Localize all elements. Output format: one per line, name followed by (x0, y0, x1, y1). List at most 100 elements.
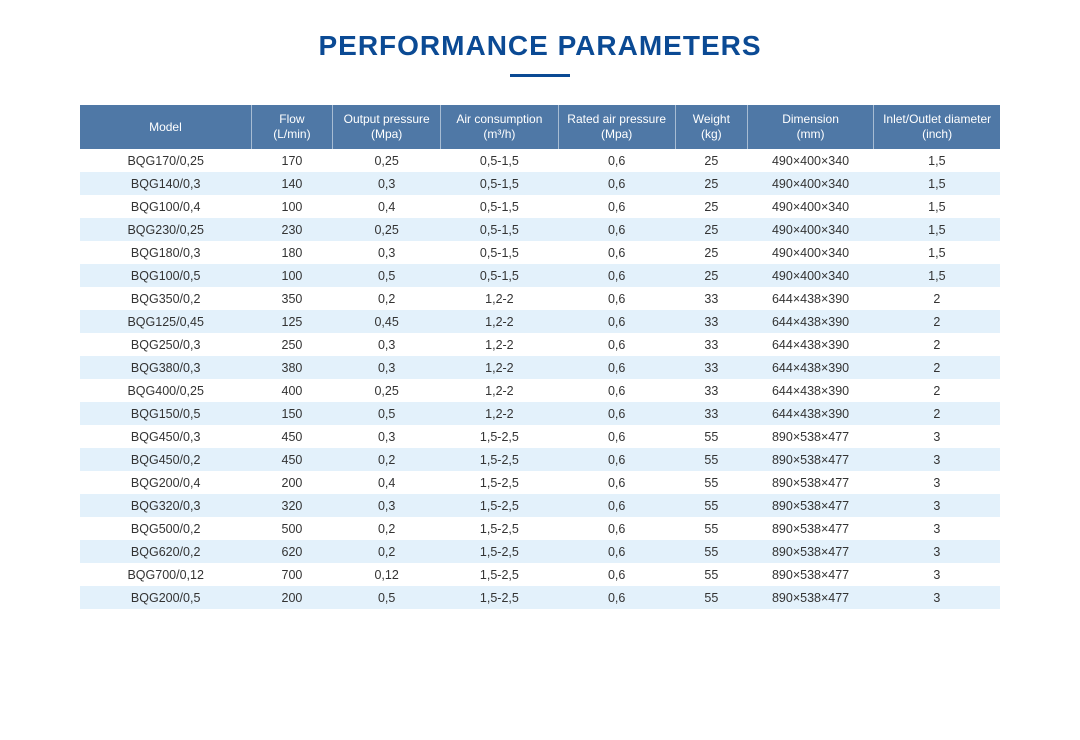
table-cell: 2 (874, 379, 1000, 402)
table-cell: 1,5 (874, 241, 1000, 264)
table-row: BQG250/0,32500,31,2-20,633644×438×3902 (80, 333, 1000, 356)
table-cell: 1,2-2 (441, 356, 558, 379)
table-cell: 644×438×390 (747, 379, 873, 402)
col-label: Flow (279, 112, 304, 126)
table-cell: 0,5-1,5 (441, 195, 558, 218)
table-cell: 55 (675, 425, 747, 448)
table-cell: BQG200/0,5 (80, 586, 251, 609)
table-cell: BQG450/0,2 (80, 448, 251, 471)
table-cell: BQG250/0,3 (80, 333, 251, 356)
col-sub: (Mpa) (337, 127, 436, 142)
table-header: Model Flow (L/min) Output pressure (Mpa)… (80, 105, 1000, 149)
table-cell: BQG400/0,25 (80, 379, 251, 402)
col-header-rated-air-pressure: Rated air pressure (Mpa) (558, 105, 675, 149)
table-cell: 0,2 (333, 287, 441, 310)
table-cell: 1,5-2,5 (441, 494, 558, 517)
col-label: Dimension (782, 112, 839, 126)
table-cell: 0,3 (333, 333, 441, 356)
table-cell: 1,2-2 (441, 287, 558, 310)
table-cell: 890×538×477 (747, 540, 873, 563)
table-cell: 0,3 (333, 425, 441, 448)
table-cell: 25 (675, 218, 747, 241)
table-cell: 0,2 (333, 448, 441, 471)
table-cell: 25 (675, 195, 747, 218)
table-cell: 0,5-1,5 (441, 264, 558, 287)
table-cell: 3 (874, 448, 1000, 471)
table-cell: 0,6 (558, 540, 675, 563)
table-cell: 55 (675, 494, 747, 517)
table-row: BQG125/0,451250,451,2-20,633644×438×3902 (80, 310, 1000, 333)
title-underline (510, 74, 570, 77)
table-cell: 2 (874, 310, 1000, 333)
table-cell: 490×400×340 (747, 241, 873, 264)
table-cell: 0,3 (333, 172, 441, 195)
table-cell: 150 (251, 402, 332, 425)
table-cell: 380 (251, 356, 332, 379)
table-cell: 0,6 (558, 379, 675, 402)
table-cell: BQG700/0,12 (80, 563, 251, 586)
table-row: BQG230/0,252300,250,5-1,50,625490×400×34… (80, 218, 1000, 241)
table-cell: 1,5-2,5 (441, 563, 558, 586)
table-row: BQG320/0,33200,31,5-2,50,655890×538×4773 (80, 494, 1000, 517)
table-cell: BQG125/0,45 (80, 310, 251, 333)
table-cell: 320 (251, 494, 332, 517)
table-cell: BQG450/0,3 (80, 425, 251, 448)
table-row: BQG200/0,52000,51,5-2,50,655890×538×4773 (80, 586, 1000, 609)
table-cell: 644×438×390 (747, 310, 873, 333)
table-cell: 0,5 (333, 586, 441, 609)
table-cell: 0,6 (558, 195, 675, 218)
table-cell: 100 (251, 195, 332, 218)
table-cell: BQG500/0,2 (80, 517, 251, 540)
table-cell: 1,5-2,5 (441, 471, 558, 494)
table-row: BQG400/0,254000,251,2-20,633644×438×3902 (80, 379, 1000, 402)
table-cell: 400 (251, 379, 332, 402)
table-cell: BQG350/0,2 (80, 287, 251, 310)
table-cell: 125 (251, 310, 332, 333)
table-cell: 0,4 (333, 471, 441, 494)
table-cell: 1,5 (874, 195, 1000, 218)
table-cell: 490×400×340 (747, 195, 873, 218)
table-cell: 890×538×477 (747, 563, 873, 586)
col-sub: (inch) (878, 127, 996, 142)
table-cell: 450 (251, 425, 332, 448)
table-cell: 1,5-2,5 (441, 448, 558, 471)
table-header-row: Model Flow (L/min) Output pressure (Mpa)… (80, 105, 1000, 149)
table-cell: 644×438×390 (747, 356, 873, 379)
table-cell: 230 (251, 218, 332, 241)
table-cell: 0,6 (558, 586, 675, 609)
table-cell: 0,12 (333, 563, 441, 586)
table-row: BQG700/0,127000,121,5-2,50,655890×538×47… (80, 563, 1000, 586)
parameters-table: Model Flow (L/min) Output pressure (Mpa)… (80, 105, 1000, 609)
table-cell: BQG100/0,4 (80, 195, 251, 218)
table-cell: 2 (874, 287, 1000, 310)
table-row: BQG100/0,51000,50,5-1,50,625490×400×3401… (80, 264, 1000, 287)
col-sub: (Mpa) (563, 127, 671, 142)
table-cell: 0,6 (558, 356, 675, 379)
col-label: Rated air pressure (567, 112, 666, 126)
table-cell: 644×438×390 (747, 402, 873, 425)
table-cell: 620 (251, 540, 332, 563)
table-cell: 3 (874, 517, 1000, 540)
table-cell: BQG100/0,5 (80, 264, 251, 287)
table-cell: BQG140/0,3 (80, 172, 251, 195)
table-cell: 490×400×340 (747, 149, 873, 172)
col-sub: (m³/h) (445, 127, 553, 142)
table-cell: 0,3 (333, 494, 441, 517)
table-cell: 2 (874, 333, 1000, 356)
table-cell: 644×438×390 (747, 287, 873, 310)
col-sub: (kg) (680, 127, 743, 142)
table-cell: 1,5 (874, 149, 1000, 172)
table-row: BQG500/0,25000,21,5-2,50,655890×538×4773 (80, 517, 1000, 540)
table-row: BQG450/0,34500,31,5-2,50,655890×538×4773 (80, 425, 1000, 448)
table-cell: 55 (675, 540, 747, 563)
col-sub: (mm) (752, 127, 869, 142)
table-cell: 0,6 (558, 517, 675, 540)
table-cell: 1,2-2 (441, 379, 558, 402)
table-row: BQG200/0,42000,41,5-2,50,655890×538×4773 (80, 471, 1000, 494)
table-cell: BQG180/0,3 (80, 241, 251, 264)
table-cell: 890×538×477 (747, 586, 873, 609)
table-cell: 450 (251, 448, 332, 471)
table-cell: 350 (251, 287, 332, 310)
table-cell: 25 (675, 172, 747, 195)
table-cell: 1,5-2,5 (441, 586, 558, 609)
